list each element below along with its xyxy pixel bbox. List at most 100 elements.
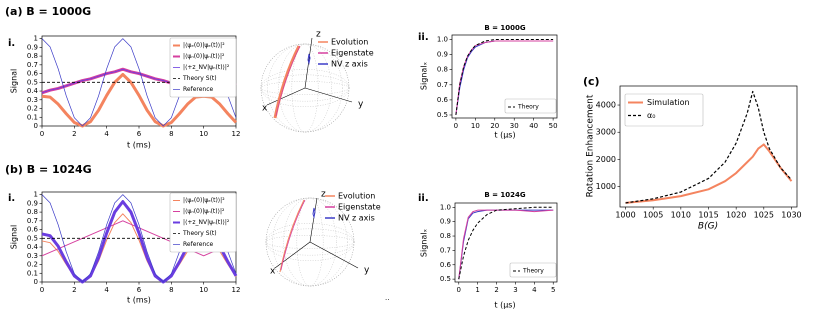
- series-line: [458, 206, 554, 280]
- x-tick-label: 4: [532, 286, 537, 294]
- subpanel-label: ii.: [418, 32, 429, 43]
- panel: ii. B = 1000G 0 10 20 30 40 50 0.5 0.6 0.7 0.8 0.9 1.…: [418, 24, 558, 140]
- y-tick-label: 0.5: [440, 275, 451, 283]
- series-line: [41, 220, 237, 257]
- x-tick-label: 0: [454, 122, 458, 130]
- x-tick-label: 8: [169, 130, 173, 138]
- legend-label: |⟨ψₙ(0)|ψₙ(t)⟩|²: [183, 208, 225, 215]
- legend-box: [509, 262, 557, 278]
- y-tick-label: 0.5: [27, 234, 38, 242]
- y-tick-label: 0.9: [440, 218, 451, 226]
- x-tick-label: 10: [471, 122, 480, 130]
- y-tick-label: 1000: [596, 182, 616, 191]
- axis-label: y: [358, 100, 364, 110]
- series-line: [458, 209, 554, 280]
- chart-title: B = 1000G: [484, 24, 526, 32]
- y-tick-label: 0.2: [27, 261, 38, 269]
- y-tick-label: 0.2: [27, 105, 38, 113]
- x-tick-label: 10: [199, 286, 208, 294]
- series-line: [625, 143, 793, 204]
- axis-label: z: [321, 190, 326, 200]
- y-tick-label: 0.3: [27, 252, 38, 260]
- legend-label: NV z axis: [338, 214, 375, 223]
- annotation: ..: [385, 294, 389, 302]
- x-tick-label: 0: [40, 286, 44, 294]
- axis-z: [309, 197, 318, 243]
- x-tick-label: 12: [232, 286, 241, 294]
- panel-label: (b) B = 1024G: [5, 163, 92, 176]
- sphere-parallel: [265, 223, 355, 261]
- y-tick-label: 0.7: [27, 217, 38, 225]
- nv-axis-curve: [312, 207, 316, 219]
- x-tick-label: 0: [457, 286, 461, 294]
- legend-box: [624, 93, 704, 127]
- y-tick-label: 0.8: [27, 208, 38, 216]
- y-tick-label: 1.0: [440, 203, 451, 211]
- x-tick-label: 1020: [726, 211, 746, 220]
- axis-y: [309, 241, 359, 269]
- x-tick-label: 6: [137, 286, 142, 294]
- legend-label: Reference: [183, 241, 214, 248]
- series-line: [625, 90, 792, 204]
- y-tick-label: 0.1: [27, 113, 38, 121]
- y-axis-label: Signal: [10, 69, 19, 94]
- x-tick-label: 12: [232, 130, 241, 138]
- axis-label: y: [364, 266, 370, 276]
- x-tick-label: 6: [137, 130, 142, 138]
- subpanel-label: i.: [8, 193, 15, 204]
- legend-box: [169, 192, 237, 253]
- y-axis-label: Rotation Enhancement: [586, 94, 596, 197]
- x-tick-label: 1030: [781, 211, 801, 220]
- axis-label: x: [262, 104, 268, 114]
- panel: (c) 1000 1005 1010 1015 1020 1025 1030 1000 2000 3…: [583, 75, 802, 232]
- legend-label: Eigenstate: [338, 203, 381, 212]
- x-tick-label: 30: [510, 122, 519, 130]
- y-tick-label: 0: [34, 278, 38, 286]
- y-axis-label: Signalₓ: [420, 228, 429, 257]
- panel-label: (c): [583, 75, 600, 88]
- x-tick-label: 1015: [698, 211, 718, 220]
- y-tick-label: 4000: [596, 101, 616, 110]
- x-tick-label: 8: [169, 286, 173, 294]
- panel: x y z Evolution Eigenstate NV z axis: [260, 30, 374, 133]
- y-tick-label: 0.4: [27, 243, 39, 251]
- legend-label: |⟨ψₙ(0)|ψₙ(t)⟩|²: [183, 53, 225, 60]
- y-tick-label: 0.4: [27, 87, 39, 95]
- eigenstate-curve: [275, 45, 301, 117]
- y-tick-label: 0.5: [437, 111, 448, 119]
- subpanel-label: i.: [8, 38, 15, 49]
- legend-box: [169, 37, 237, 98]
- legend-label: Theory S(t): [182, 230, 217, 237]
- y-tick-label: 0.9: [27, 43, 38, 51]
- x-axis-label: t (ms): [127, 296, 151, 305]
- x-tick-label: 50: [549, 122, 558, 130]
- legend-label: Reference: [183, 86, 214, 93]
- legend-label: Theory S(t): [182, 75, 217, 82]
- x-tick-label: 1010: [671, 211, 691, 220]
- legend-label: Simulation: [647, 98, 690, 107]
- legend-label: Theory: [522, 268, 544, 275]
- axis-label: x: [270, 267, 276, 277]
- sphere-meridian: [267, 43, 343, 133]
- y-tick-label: 1: [34, 35, 38, 43]
- legend-label: |⟨+z_NV|ψₙ(t)⟩|²: [183, 64, 230, 71]
- y-tick-label: 0.7: [440, 246, 451, 254]
- y-tick-label: 0.8: [437, 66, 448, 74]
- x-tick-label: 1005: [643, 211, 663, 220]
- y-tick-label: 0.6: [440, 261, 452, 269]
- series-line: [455, 40, 554, 116]
- y-axis-label: Signal: [10, 225, 19, 250]
- panel: ii. B = 1024G 0 1 2 3 4 5 0.5 0.6 0.7 0.8 0.9 1.0 t (μ…: [418, 191, 558, 310]
- legend-label: |⟨+z_NV|ψₙ(t)⟩|²: [183, 219, 230, 226]
- x-tick-label: 3: [513, 286, 517, 294]
- series-line: [455, 39, 554, 116]
- y-tick-label: 0.6: [437, 96, 449, 104]
- sphere-parallel: [260, 69, 350, 107]
- chart-title: B = 1024G: [484, 191, 526, 199]
- axis-y: [304, 87, 353, 103]
- nv-axis-curve: [307, 53, 311, 65]
- y-tick-label: 0.3: [27, 96, 38, 104]
- sphere-meridian: [278, 43, 332, 133]
